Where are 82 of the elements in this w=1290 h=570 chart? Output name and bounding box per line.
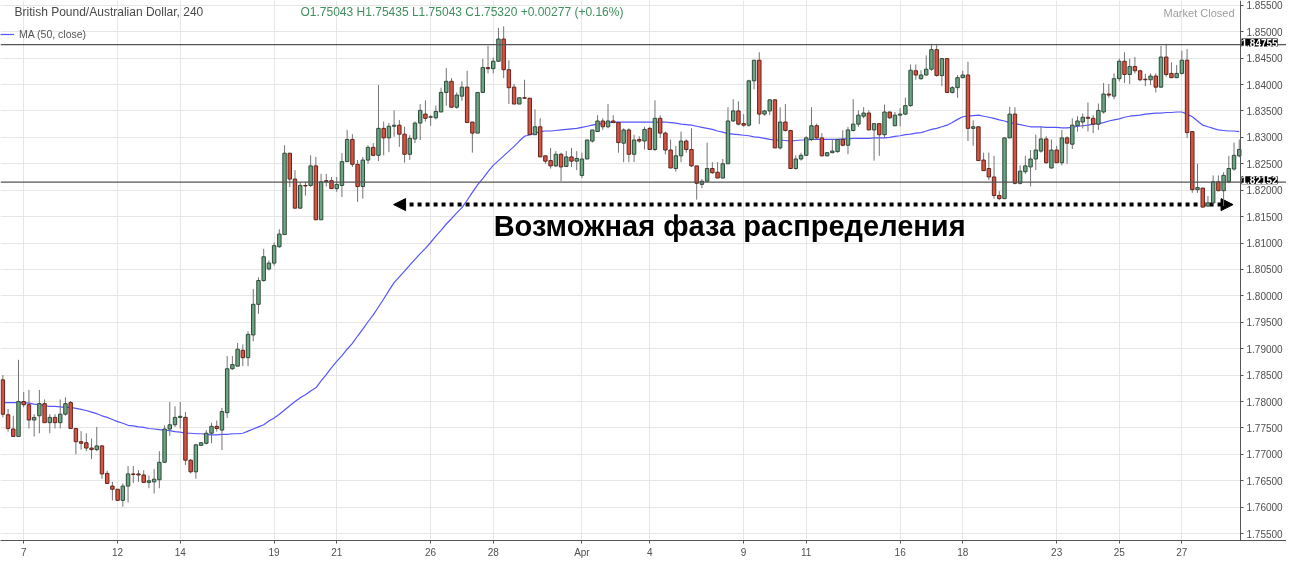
candlestick bbox=[47, 413, 53, 434]
candlestick bbox=[485, 45, 491, 74]
x-tick-label: 18 bbox=[957, 546, 969, 558]
candlestick bbox=[94, 426, 99, 452]
y-tick-label: 1.76000 bbox=[1246, 502, 1284, 514]
y-tick-label: 1.78000 bbox=[1246, 396, 1284, 408]
candlestick bbox=[866, 109, 872, 131]
candlestick bbox=[970, 119, 976, 147]
candlestick bbox=[1049, 138, 1054, 170]
x-tick-label: 25 bbox=[1113, 546, 1126, 558]
ref-line-label: 1.84755 bbox=[1241, 37, 1279, 49]
candlestick bbox=[386, 122, 392, 153]
candlestick bbox=[1200, 187, 1205, 209]
x-tick-label: 21 bbox=[331, 546, 343, 558]
x-tick-label: 7 bbox=[20, 546, 27, 558]
x-tick-label: 4 bbox=[646, 546, 653, 558]
x-tick-label: 12 bbox=[112, 546, 124, 558]
candlestick bbox=[621, 127, 626, 163]
candlestick bbox=[642, 126, 647, 150]
candlestick bbox=[417, 103, 423, 141]
line-series bbox=[2, 111, 1240, 436]
candlestick bbox=[1122, 51, 1127, 84]
candlestick bbox=[532, 108, 538, 136]
x-tick-label: Apr bbox=[574, 546, 591, 558]
y-tick-label: 1.77500 bbox=[1246, 422, 1284, 434]
x-tick-label: 23 bbox=[1051, 546, 1063, 558]
x-tick-label: 11 bbox=[801, 546, 812, 558]
y-tick-label: 1.85500 bbox=[1246, 0, 1284, 12]
x-tick-label: 26 bbox=[425, 546, 437, 558]
candlestick bbox=[308, 154, 313, 188]
y-tick-label: 1.81500 bbox=[1246, 211, 1284, 223]
y-tick-label: 1.82500 bbox=[1246, 158, 1284, 170]
candlestick bbox=[1153, 72, 1158, 93]
y-tick-label: 1.83000 bbox=[1246, 132, 1284, 144]
y-tick-label: 1.82000 bbox=[1246, 185, 1284, 197]
chart-title: British Pound/Australian Dollar, 240 bbox=[14, 4, 204, 19]
y-tick-label: 1.78500 bbox=[1246, 370, 1284, 382]
ref-line-label: 1.82152 bbox=[1241, 175, 1279, 187]
y-tick-label: 1.85000 bbox=[1246, 26, 1284, 38]
candlestick bbox=[882, 104, 887, 139]
candlestick bbox=[1195, 163, 1200, 194]
x-tick-label: 28 bbox=[487, 546, 500, 558]
candlestick bbox=[1064, 135, 1070, 165]
y-tick-label: 1.84000 bbox=[1246, 79, 1284, 91]
y-tick-label: 1.81000 bbox=[1246, 238, 1284, 250]
candlestick bbox=[939, 57, 945, 87]
candlestick bbox=[871, 123, 877, 162]
y-tick-label: 1.80500 bbox=[1246, 264, 1284, 276]
y-tick-label: 1.79500 bbox=[1246, 317, 1284, 329]
y-tick-label: 1.83500 bbox=[1246, 105, 1284, 117]
y-tick-label: 1.80000 bbox=[1246, 290, 1284, 302]
annotation: Возможная фаза распределения bbox=[493, 210, 966, 243]
annotation: Market Closed bbox=[1163, 6, 1235, 19]
candlestick bbox=[297, 181, 303, 210]
chart-subtitle: O1.75043 H1.75435 L1.75043 C1.75320 +0.00277 (+0.16%) bbox=[300, 4, 624, 19]
y-tick-label: 1.77000 bbox=[1246, 449, 1284, 461]
candlestick bbox=[1127, 58, 1132, 85]
candlestick bbox=[42, 398, 47, 424]
candlestick bbox=[1044, 135, 1049, 165]
candlestick bbox=[605, 103, 611, 129]
y-tick-label: 1.79000 bbox=[1246, 343, 1284, 355]
x-tick-label: 19 bbox=[268, 546, 281, 558]
candlestick bbox=[391, 109, 397, 138]
candlestick bbox=[423, 99, 428, 122]
candlestick bbox=[877, 123, 882, 157]
candlestick bbox=[37, 389, 42, 434]
y-tick-label: 1.75500 bbox=[1246, 528, 1284, 540]
y-tick-label: 1.84500 bbox=[1246, 53, 1284, 65]
x-tick-label: 16 bbox=[894, 546, 907, 558]
x-tick-label: 14 bbox=[174, 546, 187, 558]
candlestick bbox=[381, 121, 386, 156]
legend-label: MA (50, close) bbox=[19, 28, 87, 40]
candlestick bbox=[1210, 174, 1216, 205]
candlestick bbox=[558, 152, 564, 182]
x-tick-label: 27 bbox=[1176, 546, 1188, 558]
x-tick-label: 9 bbox=[740, 546, 747, 558]
y-tick-label: 1.76500 bbox=[1246, 475, 1284, 487]
candlestick bbox=[240, 343, 246, 367]
candlestick bbox=[631, 134, 637, 163]
candlestick bbox=[31, 413, 37, 437]
candlestick bbox=[704, 142, 710, 183]
candlestick bbox=[569, 147, 574, 168]
